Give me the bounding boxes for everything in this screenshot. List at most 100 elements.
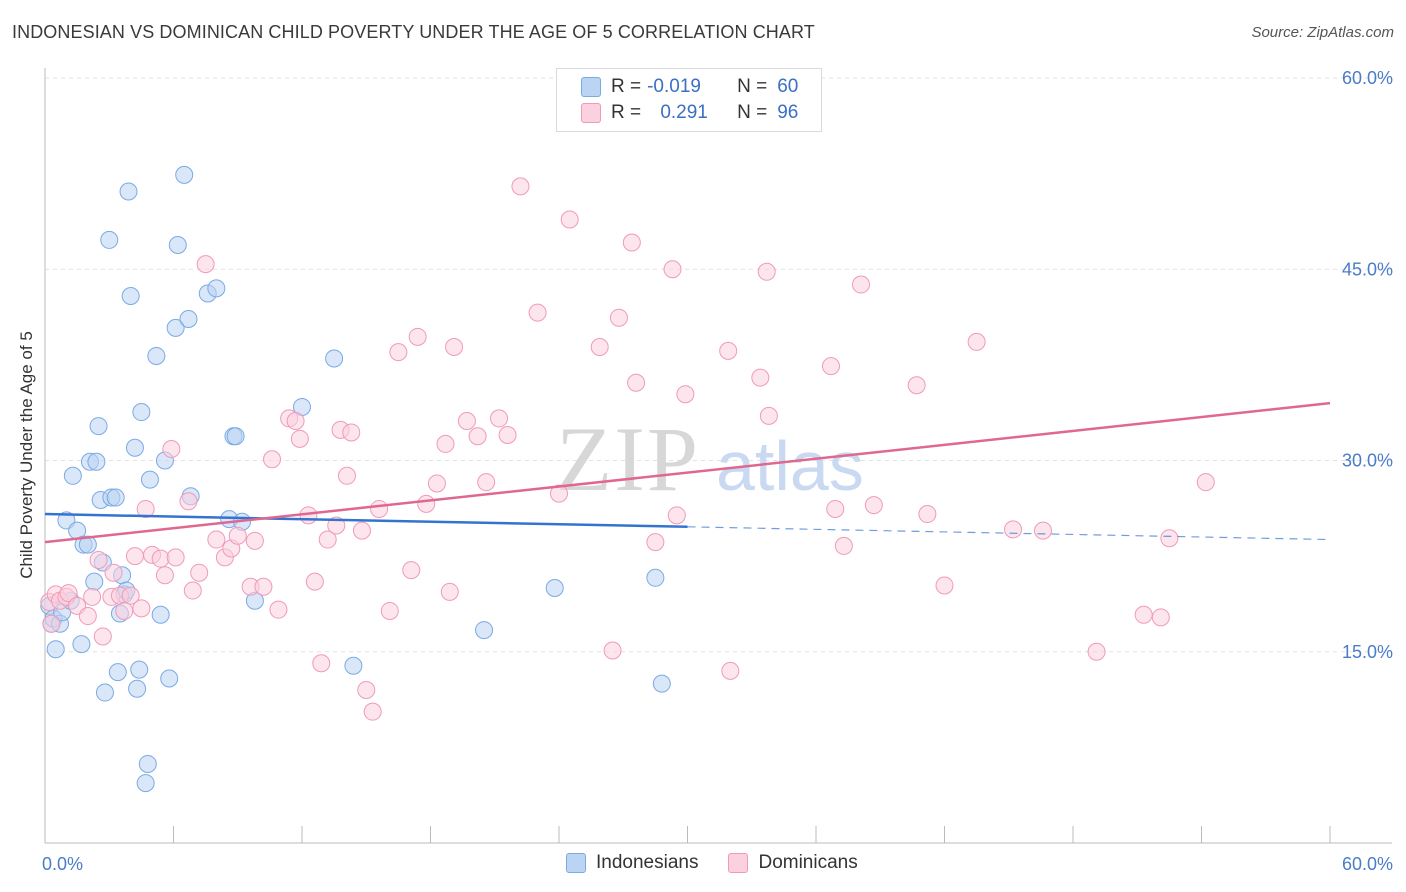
- data-point: [646, 533, 665, 552]
- data-point: [119, 182, 138, 201]
- legend-label-indonesians: Indonesians: [596, 852, 699, 873]
- data-point: [83, 587, 102, 606]
- y-tick-label: 45.0%: [1342, 259, 1393, 279]
- data-point: [590, 338, 609, 357]
- y-tick-label: 30.0%: [1342, 451, 1393, 471]
- data-point: [166, 548, 185, 567]
- data-point: [918, 505, 937, 524]
- data-point: [151, 605, 170, 624]
- data-point: [1087, 642, 1106, 661]
- data-point: [490, 409, 509, 428]
- data-point: [166, 318, 185, 337]
- data-point: [140, 470, 159, 489]
- trend-line-dominicans: [44, 401, 1331, 544]
- legend-swatch-dominicans: [581, 103, 601, 123]
- data-point: [1034, 521, 1053, 540]
- axes: [44, 68, 1392, 844]
- data-point: [106, 488, 125, 507]
- data-point: [344, 656, 363, 675]
- legend-row-indonesians: R = -0.019 N = 60: [581, 75, 798, 99]
- data-point: [254, 577, 273, 596]
- data-point: [907, 376, 926, 395]
- data-point: [168, 236, 187, 255]
- y-tick-label: 15.0%: [1342, 642, 1393, 662]
- data-point: [175, 165, 194, 184]
- data-point: [967, 332, 986, 351]
- data-point: [663, 260, 682, 279]
- data-point: [468, 427, 487, 446]
- data-point: [72, 635, 91, 654]
- legend-swatch-indonesians: [566, 853, 586, 873]
- data-point: [1196, 473, 1215, 492]
- data-point: [457, 411, 476, 430]
- data-point: [245, 531, 264, 550]
- legend-label-dominicans: Dominicans: [758, 852, 858, 873]
- x-tick-label: 60.0%: [1342, 854, 1393, 874]
- trend-line-indonesians-extrapolated: [687, 526, 1331, 541]
- data-point: [436, 434, 455, 453]
- data-point: [125, 438, 144, 457]
- data-point: [719, 341, 738, 360]
- data-point: [935, 576, 954, 595]
- data-point: [108, 663, 127, 682]
- data-point: [196, 255, 215, 274]
- data-point: [646, 568, 665, 587]
- data-point: [179, 309, 198, 328]
- data-point: [136, 499, 155, 518]
- data-point: [528, 303, 547, 322]
- data-point: [603, 641, 622, 660]
- trend-line-indonesians: [44, 512, 688, 529]
- data-point: [162, 440, 181, 459]
- data-point: [864, 496, 883, 515]
- legend-n-value: 96: [777, 102, 799, 123]
- tick-labels: 15.0% 30.0% 45.0% 60.0% 0.0% 60.0%: [42, 68, 1393, 874]
- data-point: [286, 411, 305, 430]
- data-point: [132, 599, 151, 618]
- data-point: [100, 230, 119, 249]
- data-point: [63, 466, 82, 485]
- data-point: [1160, 529, 1179, 548]
- data-point: [226, 427, 245, 446]
- legend-item-dominicans: Dominicans: [728, 852, 858, 874]
- data-point: [290, 429, 309, 448]
- data-point: [609, 308, 628, 327]
- series-dominicans: [40, 177, 1215, 721]
- data-point: [721, 661, 740, 680]
- data-point: [337, 466, 356, 485]
- data-point: [89, 550, 108, 569]
- data-point: [440, 582, 459, 601]
- data-point: [87, 452, 106, 471]
- data-point: [42, 614, 61, 633]
- data-point: [1151, 608, 1170, 627]
- legend-r-label: R =: [611, 102, 642, 123]
- x-tick-label: 0.0%: [42, 854, 83, 874]
- legend-swatch-indonesians: [581, 77, 601, 97]
- data-point: [627, 373, 646, 392]
- data-point: [511, 177, 530, 196]
- data-point: [190, 563, 209, 582]
- data-point: [380, 601, 399, 620]
- chart-title: INDONESIAN VS DOMINICAN CHILD POVERTY UN…: [12, 22, 815, 42]
- source-note: Source: ZipAtlas.com: [1251, 24, 1394, 41]
- data-point: [370, 499, 389, 518]
- data-point: [667, 506, 686, 525]
- data-point: [1134, 605, 1153, 624]
- data-point: [121, 287, 140, 306]
- data-point: [93, 627, 112, 646]
- data-point: [826, 499, 845, 518]
- series-legend: Indonesians Dominicans: [566, 852, 888, 874]
- data-point: [132, 403, 151, 422]
- data-point: [128, 679, 147, 698]
- data-point: [155, 566, 174, 585]
- data-point: [834, 536, 853, 555]
- data-point: [59, 584, 78, 603]
- stats-legend: R = -0.019 N = 60 R = 0.291 N = 96: [556, 68, 822, 132]
- data-point: [78, 607, 97, 626]
- data-point: [121, 586, 140, 605]
- data-point: [560, 210, 579, 229]
- data-point: [305, 572, 324, 591]
- data-point: [228, 526, 247, 545]
- y-axis-label: Child Poverty Under the Age of 5: [17, 331, 36, 579]
- data-point: [207, 279, 226, 298]
